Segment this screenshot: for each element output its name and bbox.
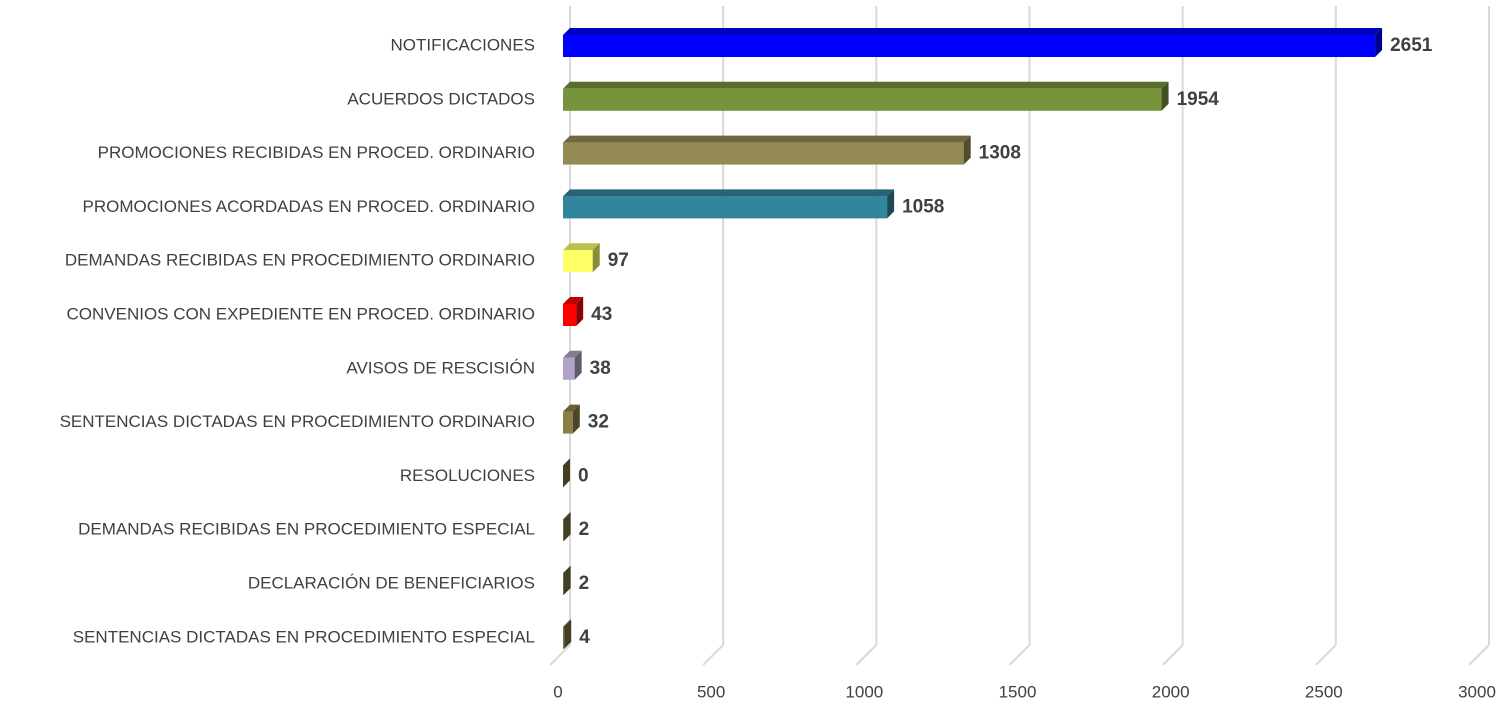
value-label: 1308 <box>979 143 1021 164</box>
bar-top <box>563 135 971 143</box>
grid-line-floor <box>1161 644 1184 666</box>
category-label: SENTENCIAS DICTADAS EN PROCEDIMIENTO ESP… <box>73 627 535 646</box>
value-label: 2651 <box>1390 35 1433 56</box>
bar-side <box>574 350 582 380</box>
bar <box>563 250 593 273</box>
bar <box>563 573 564 595</box>
bar <box>563 196 888 219</box>
grid-line-floor <box>1315 644 1337 666</box>
grid-line-floor <box>1468 644 1490 666</box>
grid-line-floor <box>855 644 878 666</box>
bar <box>563 142 964 165</box>
value-label: 1954 <box>1177 89 1220 110</box>
bar-side <box>887 189 895 219</box>
bar-side <box>592 243 600 273</box>
value-label: 2 <box>579 573 590 594</box>
category-label: RESOLUCIONES <box>400 466 535 485</box>
bar-top <box>563 28 1383 35</box>
category-label: DECLARACIÓN DE BENEFICIARIOS <box>248 573 535 592</box>
category-label: CONVENIOS CON EXPEDIENTE EN PROCED. ORDI… <box>66 304 535 323</box>
bar-side <box>963 135 971 165</box>
bar-top <box>563 243 600 251</box>
x-tick-label: 2500 <box>1305 682 1343 701</box>
bar <box>563 357 575 380</box>
bar <box>563 626 565 649</box>
x-tick-label: 500 <box>697 682 725 701</box>
bar-side <box>563 566 571 595</box>
category-label: PROMOCIONES RECIBIDAS EN PROCED. ORDINAR… <box>98 143 535 162</box>
bar <box>563 411 573 434</box>
category-label: DEMANDAS RECIBIDAS EN PROCEDIMIENTO ORDI… <box>65 251 535 270</box>
grid-line-floor <box>702 644 724 666</box>
bar-top <box>563 297 584 304</box>
value-label: 1058 <box>902 196 944 217</box>
category-label: PROMOCIONES ACORDADAS EN PROCED. ORDINAR… <box>83 197 535 216</box>
value-label: 43 <box>591 304 612 325</box>
bar-top <box>563 350 582 358</box>
category-label: NOTIFICACIONES <box>390 35 535 54</box>
bar <box>563 519 564 542</box>
grid-line-floor <box>549 644 571 666</box>
x-tick-label: 1000 <box>845 682 883 701</box>
bar <box>563 88 1162 111</box>
bar-side <box>572 404 580 434</box>
bar-side <box>563 458 570 488</box>
grid-line-floor <box>1008 644 1031 666</box>
bar-side <box>564 619 572 649</box>
category-label: AVISOS DE RESCISIÓN <box>346 358 535 377</box>
bar-side <box>1375 28 1383 57</box>
category-label: DEMANDAS RECIBIDAS EN PROCEDIMIENTO ESPE… <box>78 520 535 539</box>
bar-top <box>563 619 572 627</box>
x-tick-label: 1500 <box>999 682 1037 701</box>
value-label: 97 <box>608 250 629 271</box>
x-tick-label: 2000 <box>1152 682 1190 701</box>
x-tick-label: 0 <box>553 682 562 701</box>
bar-top <box>563 404 580 412</box>
bar-top <box>563 566 571 573</box>
bar-side <box>576 297 584 326</box>
category-label: SENTENCIAS DICTADAS EN PROCEDIMIENTO ORD… <box>60 412 535 431</box>
bar-side <box>563 512 571 542</box>
bar-side <box>1161 81 1169 111</box>
bar-top <box>563 512 571 520</box>
value-label: 0 <box>578 465 589 486</box>
bar-top <box>563 81 1169 89</box>
bar <box>563 35 1376 57</box>
value-label: 32 <box>588 412 609 433</box>
value-label: 2 <box>579 519 590 540</box>
category-label: ACUERDOS DICTADOS <box>347 89 535 108</box>
bar-top <box>563 189 895 197</box>
value-label: 4 <box>579 627 590 648</box>
bar <box>563 304 577 326</box>
value-label: 38 <box>590 358 611 379</box>
x-tick-label: 3000 <box>1458 682 1496 701</box>
